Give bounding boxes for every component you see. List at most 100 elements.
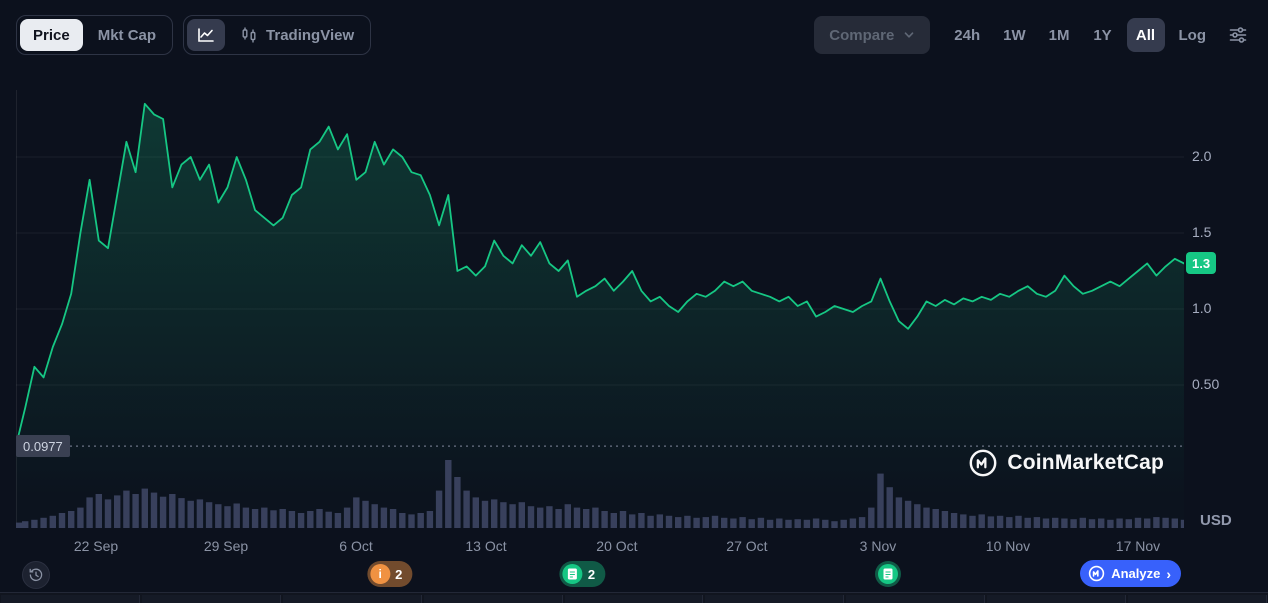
- compare-label: Compare: [829, 26, 895, 44]
- volume-bar: [132, 494, 139, 528]
- volume-bar: [1042, 518, 1050, 528]
- volume-bar: [123, 490, 130, 528]
- volume-bar: [86, 497, 93, 528]
- volume-bar: [546, 506, 553, 528]
- volume-bar: [454, 477, 461, 528]
- volume-bar: [408, 514, 415, 528]
- volume-bar: [279, 509, 286, 528]
- volume-bar: [95, 494, 102, 528]
- range-1m-button[interactable]: 1M: [1040, 18, 1079, 52]
- volume-bar: [766, 519, 774, 528]
- volume-bar: [40, 517, 47, 528]
- volume-bar: [610, 513, 617, 528]
- analyze-button[interactable]: Analyze ›: [1080, 560, 1181, 587]
- volume-bar: [996, 515, 1004, 528]
- chart-settings-button[interactable]: [1224, 21, 1252, 49]
- volume-bar: [1180, 519, 1184, 528]
- table-cell: [705, 595, 845, 603]
- mktcap-tab[interactable]: Mkt Cap: [85, 19, 169, 51]
- volume-bar: [960, 514, 967, 528]
- line-chart-type-button[interactable]: [187, 19, 226, 51]
- x-axis-label: 3 Nov: [859, 538, 897, 554]
- volume-bar: [721, 517, 728, 528]
- volume-bar: [794, 519, 801, 528]
- volume-bar: [978, 514, 985, 528]
- range-1y-button[interactable]: 1Y: [1084, 18, 1122, 52]
- x-axis-label: 13 Oct: [465, 538, 507, 554]
- volume-bar: [22, 521, 29, 528]
- event-marker-report-1[interactable]: 2: [559, 561, 606, 587]
- volume-bar: [757, 517, 765, 528]
- volume-bar: [472, 497, 479, 528]
- volume-bar: [684, 515, 691, 528]
- volume-bar: [675, 517, 682, 528]
- event-marker-alert[interactable]: i 2: [367, 561, 413, 587]
- range-24h-button[interactable]: 24h: [945, 18, 989, 52]
- volume-bar: [31, 519, 38, 528]
- candlestick-icon: [240, 26, 258, 44]
- volume-bar: [1033, 517, 1041, 528]
- volume-bar: [583, 509, 590, 528]
- volume-bar: [141, 488, 148, 528]
- volume-bar: [481, 500, 489, 528]
- volume-bar: [463, 490, 470, 528]
- volume-bar: [1024, 517, 1031, 528]
- range-all-button[interactable]: All: [1126, 18, 1165, 52]
- volume-bar: [224, 506, 231, 528]
- volume-bar: [426, 511, 434, 528]
- toolbar-right-cluster: Compare 24h 1W 1M 1Y All Log: [814, 16, 1252, 54]
- table-cell: [1128, 595, 1268, 603]
- volume-bar: [1144, 518, 1151, 528]
- volume-bar: [325, 511, 332, 528]
- volume-bar: [114, 495, 121, 528]
- volume-bar: [914, 504, 921, 528]
- volume-bar: [812, 518, 820, 528]
- volume-bar: [380, 507, 388, 528]
- volume-bar: [987, 516, 995, 528]
- volume-bar: [270, 510, 277, 528]
- log-scale-button[interactable]: Log: [1170, 18, 1216, 52]
- volume-bar: [702, 517, 709, 528]
- volume-bar: [307, 511, 314, 528]
- volume-bar: [343, 507, 351, 528]
- event-marker-report-2[interactable]: [875, 561, 902, 587]
- volume-bar: [656, 514, 663, 528]
- y-axis-label: 1.5: [1192, 224, 1212, 240]
- volume-bar: [68, 511, 75, 528]
- volume-bar: [334, 513, 342, 528]
- chart-type-toggle: TradingView: [183, 15, 372, 55]
- volume-bar: [500, 502, 507, 528]
- history-button[interactable]: [22, 561, 50, 589]
- volume-bar: [840, 519, 847, 528]
- price-chart-canvas[interactable]: [16, 72, 1184, 532]
- volume-bar: [822, 519, 829, 528]
- y-axis-label: 2.0: [1192, 148, 1212, 164]
- sliders-icon: [1228, 25, 1248, 45]
- x-axis-label: 17 Nov: [1115, 538, 1161, 554]
- volume-bar: [49, 515, 56, 528]
- volume-bar: [215, 504, 222, 528]
- volume-bar: [950, 513, 958, 528]
- volume-bar: [371, 504, 378, 528]
- tradingview-button[interactable]: TradingView: [227, 19, 367, 51]
- price-tab[interactable]: Price: [20, 19, 83, 51]
- volume-bar: [1070, 519, 1077, 528]
- volume-bar: [831, 521, 838, 528]
- volume-bar: [730, 518, 737, 528]
- volume-bar: [969, 515, 976, 528]
- history-clock-icon: [28, 567, 44, 583]
- x-axis-label: 6 Oct: [339, 538, 373, 554]
- volume-bar: [261, 507, 268, 528]
- volume-bar: [877, 473, 884, 528]
- chevron-right-icon: ›: [1166, 565, 1171, 582]
- volume-bar: [1107, 519, 1114, 528]
- event-count: 2: [395, 566, 403, 582]
- volume-bar: [895, 497, 903, 528]
- y-axis-label: 1.0: [1192, 300, 1212, 316]
- price-area-fill: [16, 103, 1184, 529]
- volume-bar: [619, 511, 627, 528]
- volume-bar: [785, 519, 792, 528]
- range-1w-button[interactable]: 1W: [994, 18, 1035, 52]
- table-cell: [564, 595, 704, 603]
- compare-button[interactable]: Compare: [814, 16, 931, 54]
